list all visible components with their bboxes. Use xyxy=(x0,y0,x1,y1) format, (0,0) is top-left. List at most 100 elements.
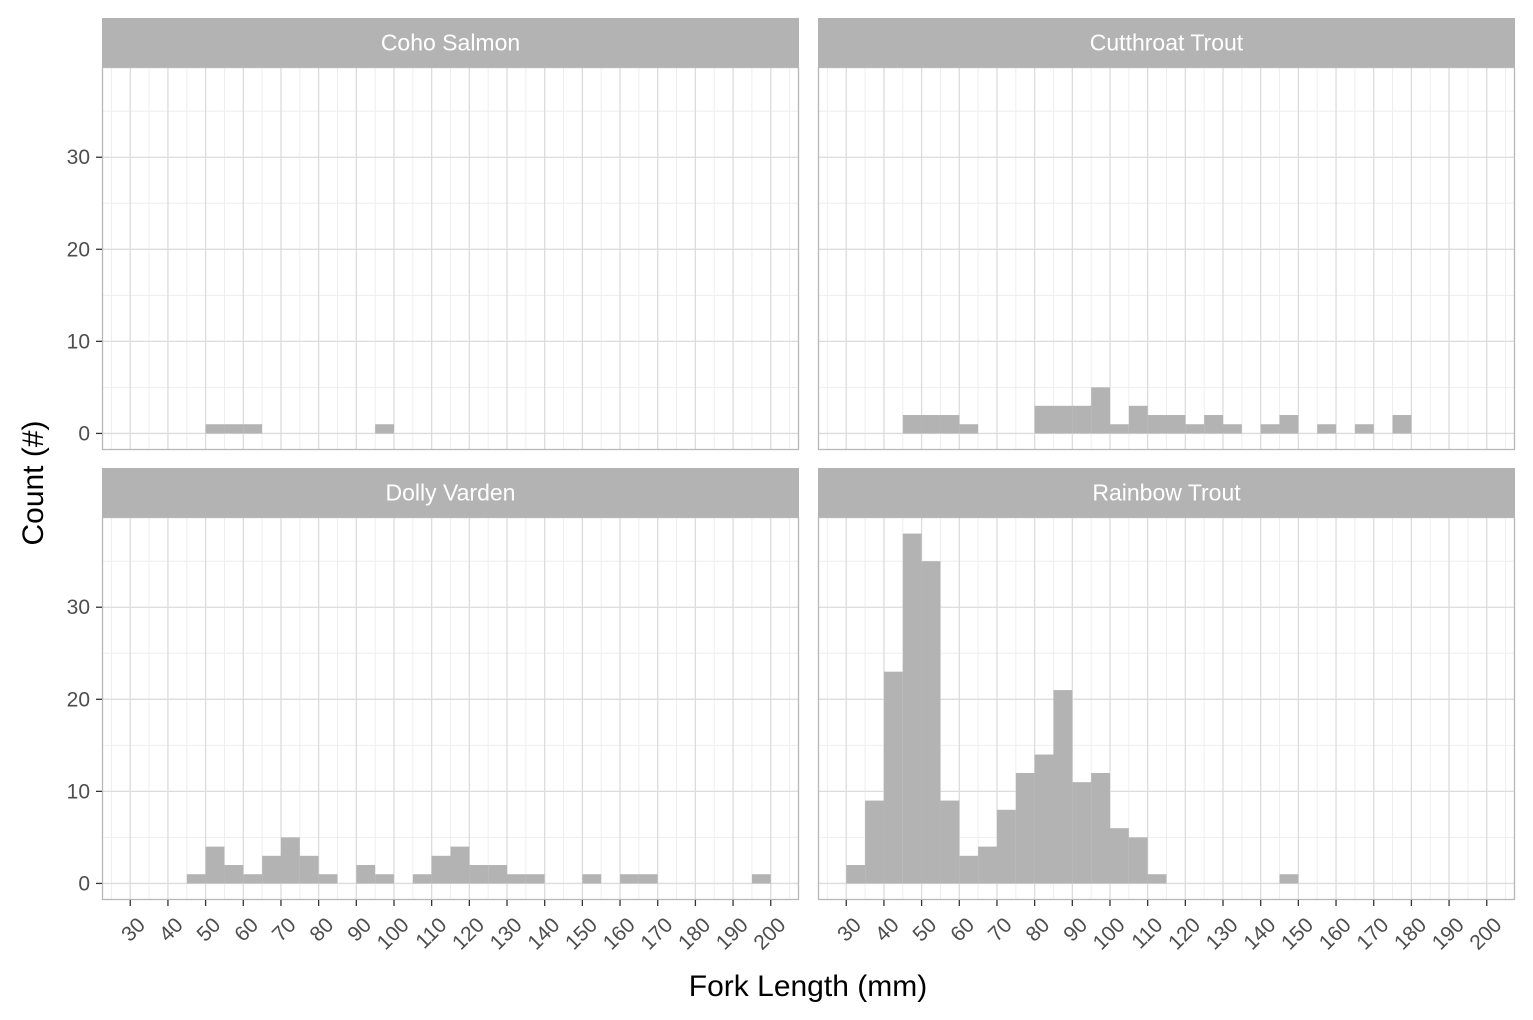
x-tick-label: 120 xyxy=(1164,913,1205,954)
x-tick-label: 160 xyxy=(1315,913,1356,954)
x-tick-label: 160 xyxy=(599,913,640,954)
histogram-bar xyxy=(1034,405,1054,434)
histogram-bar xyxy=(1053,405,1073,434)
x-tick-label: 50 xyxy=(909,913,942,946)
histogram-bar xyxy=(1128,837,1148,884)
facet-title: Cutthroat Trout xyxy=(1090,30,1244,56)
y-tick-label: 20 xyxy=(67,238,90,261)
histogram-bar xyxy=(469,865,489,884)
y-tick-label: 0 xyxy=(78,422,90,445)
x-tick-label: 150 xyxy=(1277,913,1318,954)
y-tick-label: 0 xyxy=(78,872,90,895)
histogram-bar xyxy=(431,855,451,884)
histogram-bar xyxy=(1185,424,1205,434)
histogram-bar xyxy=(902,415,922,434)
histogram-bar xyxy=(1354,424,1374,434)
y-tick-label: 10 xyxy=(67,330,90,353)
histogram-bar xyxy=(940,800,960,884)
histogram-bar xyxy=(1109,424,1129,434)
histogram-bar xyxy=(224,424,244,434)
histogram-bar xyxy=(243,424,263,434)
histogram-bar xyxy=(751,874,771,884)
x-tick-label: 180 xyxy=(674,913,715,954)
x-tick-label: 130 xyxy=(486,913,527,954)
x-axis-title: Fork Length (mm) xyxy=(689,970,927,1003)
histogram-bar xyxy=(1260,424,1280,434)
histogram-bar xyxy=(1147,415,1167,434)
x-tick-label: 40 xyxy=(871,913,904,946)
y-axis-title: Count (#) xyxy=(17,420,50,545)
histogram-bar xyxy=(224,865,244,884)
panel-border xyxy=(817,516,1516,901)
histogram-bar xyxy=(1279,874,1299,884)
histogram-bar xyxy=(450,846,470,884)
x-tick-label: 90 xyxy=(1059,913,1092,946)
histogram-bar xyxy=(1128,405,1148,434)
histogram-bar xyxy=(978,846,997,884)
facet-title: Dolly Varden xyxy=(386,480,516,506)
x-tick-label: 140 xyxy=(1239,913,1280,954)
x-tick-label: 110 xyxy=(411,913,451,953)
panel-border xyxy=(101,516,800,901)
x-tick-label: 170 xyxy=(636,913,677,954)
facet-title: Rainbow Trout xyxy=(1092,480,1241,506)
histogram-bar xyxy=(412,874,432,884)
histogram-bar xyxy=(299,855,319,884)
histogram-bar xyxy=(1392,415,1412,434)
histogram-bar xyxy=(1015,772,1035,884)
x-tick-label: 120 xyxy=(448,913,489,954)
x-tick-label: 60 xyxy=(946,913,979,946)
histogram-bar xyxy=(883,671,903,884)
panel-border xyxy=(817,66,1516,451)
histogram-bar xyxy=(1091,387,1110,434)
histogram-bar xyxy=(507,874,526,884)
histogram-bar xyxy=(865,800,884,884)
x-tick-label: 60 xyxy=(230,913,263,946)
histogram-bar xyxy=(1034,754,1054,884)
histogram-bar xyxy=(525,874,545,884)
facet-strip xyxy=(818,468,1515,517)
histogram-bar xyxy=(1072,782,1092,884)
panel-coho-salmon: Coho Salmon 0 10 20 30 xyxy=(67,18,800,451)
histogram-bar xyxy=(1109,828,1129,884)
histogram-bar xyxy=(262,855,281,884)
x-tick-label: 200 xyxy=(749,913,790,954)
x-tick-label: 170 xyxy=(1352,913,1393,954)
histogram-bar xyxy=(356,865,376,884)
histogram-bar xyxy=(375,424,394,434)
x-tick-label: 100 xyxy=(1089,913,1130,954)
histogram-bar xyxy=(940,415,960,434)
x-tick-label: 30 xyxy=(117,913,150,946)
x-tick-label: 80 xyxy=(1022,913,1055,946)
x-tick-label: 80 xyxy=(306,913,339,946)
x-tick-label: 200 xyxy=(1465,913,1506,954)
histogram-bar xyxy=(1223,424,1242,434)
histogram-bar xyxy=(959,424,979,434)
facet-strip xyxy=(102,18,799,67)
histogram-bar xyxy=(1091,772,1110,884)
x-tick-label: 190 xyxy=(1428,913,1469,954)
histogram-bar xyxy=(996,809,1016,884)
histogram-bar xyxy=(638,874,658,884)
histogram-bar xyxy=(1072,405,1092,434)
histogram-bar xyxy=(488,865,508,884)
x-tick-label: 30 xyxy=(833,913,866,946)
histogram-bar xyxy=(375,874,394,884)
panel-cutthroat-trout: Cutthroat Trout xyxy=(817,18,1516,451)
histogram-bar xyxy=(902,533,922,884)
x-tick-label: 180 xyxy=(1390,913,1431,954)
histogram-bar xyxy=(1317,424,1337,434)
x-tick-label: 100 xyxy=(373,913,414,954)
y-tick-label: 30 xyxy=(67,596,90,619)
histogram-bar xyxy=(1147,874,1167,884)
histogram-bar xyxy=(205,846,225,884)
histogram-bar xyxy=(582,874,602,884)
histogram-bar xyxy=(1204,415,1224,434)
facet-strip xyxy=(818,18,1515,67)
histogram-bar xyxy=(1279,415,1299,434)
y-tick-label: 20 xyxy=(67,688,90,711)
x-tick-label: 90 xyxy=(343,913,376,946)
